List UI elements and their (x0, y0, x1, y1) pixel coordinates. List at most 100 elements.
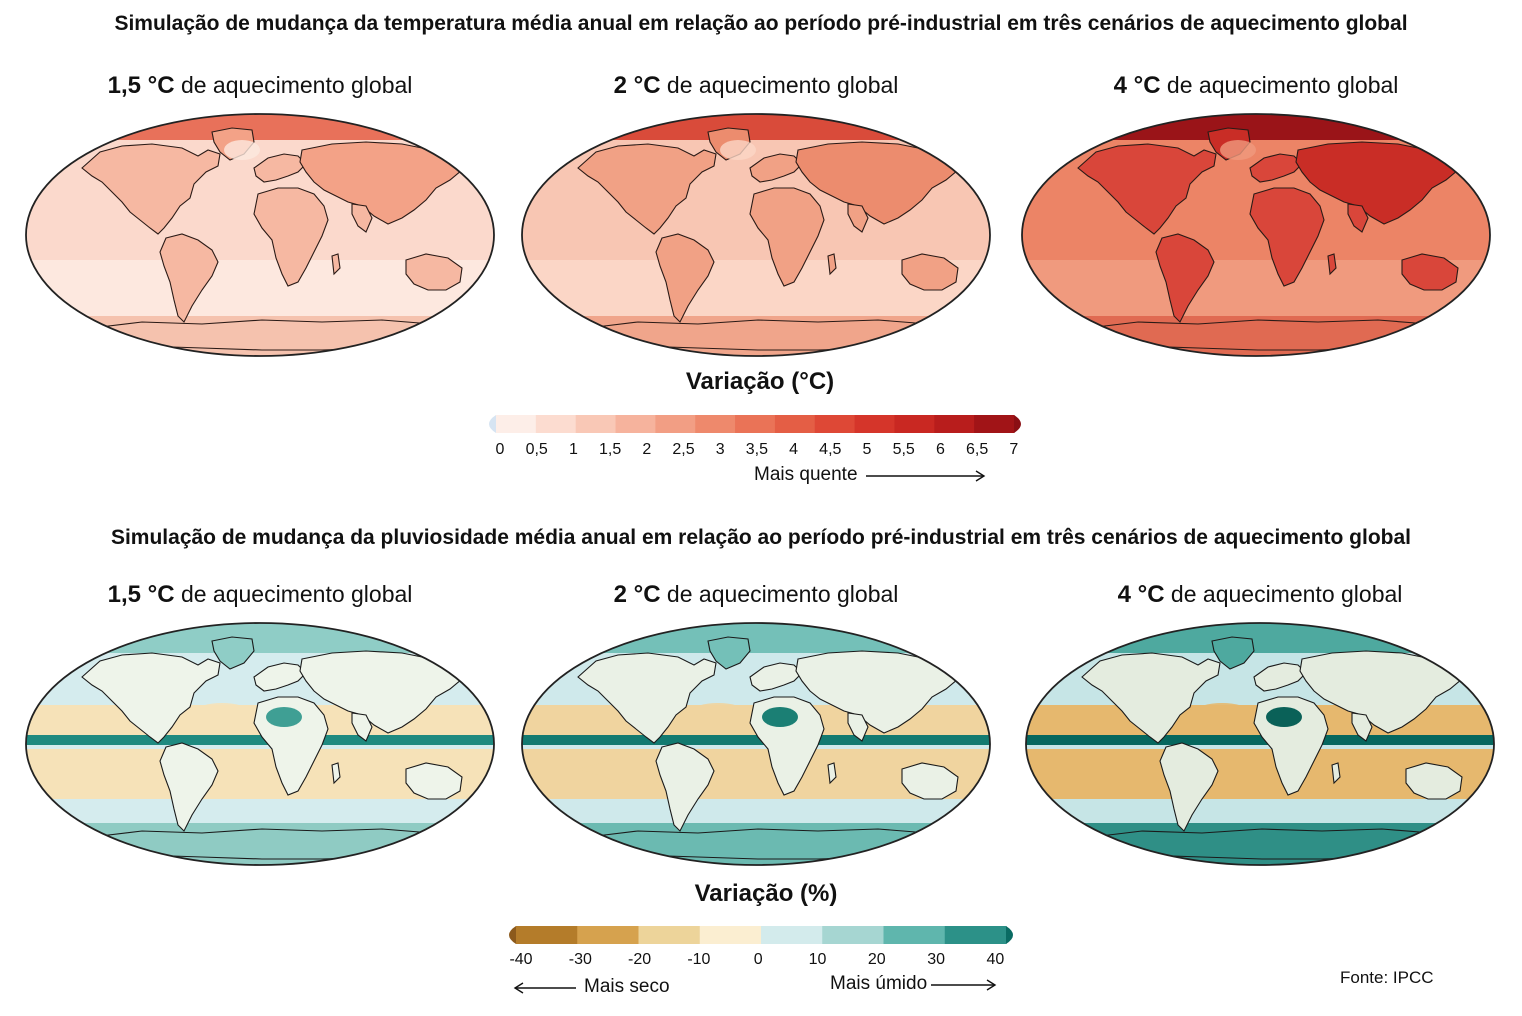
asia-landmass (299, 141, 463, 225)
madagascar-landmass (1327, 253, 1337, 276)
india-landmass (351, 712, 373, 742)
world-map-temperature (25, 113, 495, 357)
tick-label: 0 (495, 441, 505, 458)
source-credit: Fonte: IPCC (1340, 968, 1434, 987)
madagascar-landmass (827, 762, 837, 785)
precipitation-map-4c: 4 °C de aquecimento global (1022, 579, 1498, 869)
colorbar-segment (699, 926, 762, 944)
india-landmass (847, 203, 869, 233)
tick-label: -10 (687, 951, 711, 968)
antarctica-landmass (586, 828, 960, 860)
australia-landmass (1401, 253, 1459, 291)
europe-landmass (1253, 662, 1307, 692)
colorbar-left-cap (489, 415, 496, 433)
africa-landmass (253, 187, 329, 287)
southAmerica-landmass (655, 233, 715, 323)
world-map-precipitation (521, 622, 991, 866)
tick-label: 1 (568, 441, 578, 458)
antarctica-landmass (1086, 319, 1460, 351)
southAmerica-landmass (159, 233, 219, 323)
panel-label: 4 °C de aquecimento global (1113, 72, 1399, 99)
warmer-label: Mais quente (754, 464, 858, 485)
northAmerica-landmass (577, 143, 717, 235)
europe-landmass (749, 662, 803, 692)
temperature-map-2c: 2 °C de aquecimento global (518, 70, 994, 360)
antarctica-landmass (90, 828, 464, 860)
madagascar-landmass (331, 762, 341, 785)
asia-landmass (1299, 650, 1463, 734)
precipitation-section-title: Simulação de mudança da pluviosidade méd… (110, 526, 1412, 549)
antarctica-landmass (90, 319, 464, 351)
tick-label: 4,5 (819, 441, 842, 458)
map-outline (521, 622, 991, 866)
colorbar-segment (854, 415, 895, 433)
southAmerica-landmass (159, 742, 219, 832)
tick-label: 5,5 (892, 441, 915, 458)
panel-label: 1,5 °C de aquecimento global (107, 72, 413, 99)
greenland-landmass (1211, 636, 1255, 670)
northAmerica-landmass (577, 652, 717, 744)
tick-label: 6 (935, 441, 945, 458)
map-outline (1025, 622, 1495, 866)
colorbar-right-cap (1006, 926, 1013, 944)
arrow-left-icon (513, 982, 576, 994)
colorbar-segment (655, 415, 696, 433)
colorbar-segment (974, 415, 1015, 433)
colorbar-segment (944, 926, 1007, 944)
tick-label: 2,5 (672, 441, 695, 458)
southAmerica-landmass (655, 742, 715, 832)
madagascar-landmass (827, 253, 837, 276)
tick-label: 3 (715, 441, 725, 458)
colorbar-segment (894, 415, 935, 433)
drier-label: Mais seco (584, 976, 670, 997)
tick-label: 0,5 (525, 441, 548, 458)
panel-label: 4 °C de aquecimento global (1117, 581, 1403, 608)
colorbar-segment (695, 415, 736, 433)
colorbar-segment (615, 415, 656, 433)
colorbar-segment (638, 926, 701, 944)
temperature-map-4c: 4 °C de aquecimento global (1018, 70, 1494, 360)
india-landmass (847, 712, 869, 742)
tick-label: -20 (628, 951, 652, 968)
panel-label: 2 °C de aquecimento global (613, 581, 899, 608)
tick-label: -40 (509, 951, 533, 968)
precipitation-map-2c: 2 °C de aquecimento global (518, 579, 994, 869)
precipitation-colorbar (509, 926, 1013, 944)
africa-landmass (1249, 187, 1325, 287)
northAmerica-landmass (81, 652, 221, 744)
world-map-precipitation (25, 622, 495, 866)
australia-landmass (405, 762, 463, 800)
tick-label: 5 (862, 441, 872, 458)
tick-label: 7 (1009, 441, 1019, 458)
europe-landmass (1249, 153, 1303, 183)
colorbar-segment (761, 926, 823, 944)
colorbar-segment (735, 415, 776, 433)
australia-landmass (1405, 762, 1463, 800)
africa-landmass (749, 187, 825, 287)
greenland-landmass (211, 636, 255, 670)
tick-label: 6,5 (965, 441, 989, 458)
asia-landmass (299, 650, 463, 734)
arrow-right-icon (865, 470, 985, 482)
colorbar-segment (496, 415, 537, 433)
antarctica-landmass (1090, 828, 1464, 860)
antarctica-landmass (586, 319, 960, 351)
europe-landmass (749, 153, 803, 183)
precipitation-legend-title: Variação (%) (694, 880, 838, 907)
temperature-colorbar (489, 415, 1021, 433)
map-outline (25, 113, 495, 357)
temperature-legend-title: Variação (°C) (685, 368, 835, 395)
precipitation-map-1-5c: 1,5 °C de aquecimento global (22, 579, 498, 869)
india-landmass (1351, 712, 1373, 742)
colorbar-segment (774, 415, 816, 433)
colorbar-segment (577, 926, 639, 944)
northAmerica-landmass (1077, 143, 1217, 235)
temperature-section-title: Simulação de mudança da temperatura médi… (114, 12, 1408, 35)
greenland-landmass (707, 636, 751, 670)
drier-direction: Mais seco (512, 976, 670, 998)
colorbar-segment (822, 926, 884, 944)
colorbar-right-cap (1014, 415, 1021, 433)
colorbar-segment (516, 926, 578, 944)
colorbar-segment (883, 926, 946, 944)
europe-landmass (253, 153, 307, 183)
